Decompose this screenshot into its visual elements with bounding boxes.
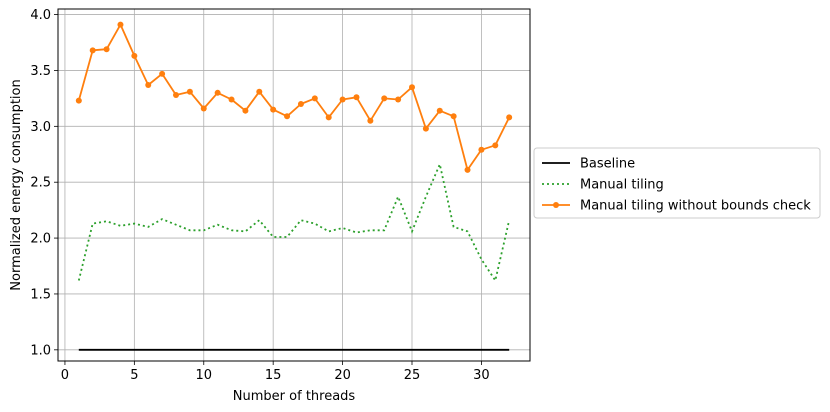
data-point-manual-tiling-without-bounds-check	[270, 106, 277, 113]
data-point-manual-tiling-without-bounds-check	[228, 96, 235, 103]
legend-label-manual-tiling: Manual tiling	[580, 178, 664, 193]
data-point-manual-tiling-without-bounds-check	[422, 125, 429, 132]
y-tick-label: 1.0	[30, 343, 51, 358]
y-axis-label: Normalized energy consumption	[9, 79, 24, 290]
data-point-manual-tiling-without-bounds-check	[436, 107, 443, 114]
data-point-manual-tiling-without-bounds-check	[506, 114, 513, 121]
data-point-manual-tiling-without-bounds-check	[103, 46, 110, 53]
data-point-manual-tiling-without-bounds-check	[256, 88, 263, 95]
y-tick-label: 3.5	[30, 64, 51, 79]
x-tick-label: 30	[473, 368, 490, 383]
y-tick-label: 2.5	[30, 176, 51, 191]
data-point-manual-tiling-without-bounds-check	[311, 95, 318, 102]
data-point-manual-tiling-without-bounds-check	[492, 142, 499, 149]
data-point-manual-tiling-without-bounds-check	[173, 92, 179, 99]
data-point-manual-tiling-without-bounds-check	[145, 81, 152, 88]
data-point-manual-tiling-without-bounds-check	[297, 100, 304, 107]
y-tick-label: 1.5	[30, 287, 51, 302]
data-point-manual-tiling-without-bounds-check	[131, 52, 138, 59]
legend-marker-manual-tiling-without-bounds-check	[553, 202, 559, 208]
ticks: 0 5 10 15 20 25 30 1.0 1.5 2.0 2.5 3.0 3.5 4.0	[30, 8, 489, 383]
data-point-manual-tiling-without-bounds-check	[339, 96, 346, 103]
data-point-manual-tiling-without-bounds-check	[200, 105, 207, 112]
x-tick-label: 10	[195, 368, 212, 383]
data-point-manual-tiling-without-bounds-check	[186, 88, 193, 95]
data-point-manual-tiling-without-bounds-check	[89, 47, 96, 54]
x-axis-label: Number of threads	[233, 389, 356, 404]
y-tick-label: 2.0	[30, 232, 51, 247]
data-point-manual-tiling-without-bounds-check	[159, 70, 166, 77]
data-point-manual-tiling-without-bounds-check	[409, 84, 415, 91]
data-point-manual-tiling-without-bounds-check	[75, 97, 82, 104]
data-point-manual-tiling-without-bounds-check	[381, 95, 388, 102]
data-point-manual-tiling-without-bounds-check	[117, 21, 124, 28]
series-layer	[75, 21, 513, 351]
x-tick-label: 20	[334, 368, 351, 383]
data-point-manual-tiling-without-bounds-check	[353, 94, 360, 101]
legend-box	[533, 147, 821, 219]
data-point-manual-tiling-without-bounds-check	[242, 107, 249, 114]
legend-label-manual-tiling-without-bounds-check: Manual tiling without bounds check	[580, 199, 811, 214]
x-tick-label: 15	[265, 368, 282, 383]
data-point-manual-tiling-without-bounds-check	[395, 96, 402, 103]
legend: Baseline Manual tiling Manual tiling witho…	[533, 147, 821, 219]
x-tick-label: 25	[404, 368, 421, 383]
data-point-manual-tiling-without-bounds-check	[367, 117, 374, 124]
x-tick-label: 0	[61, 368, 69, 383]
data-point-manual-tiling-without-bounds-check	[450, 113, 457, 120]
y-tick-label: 3.0	[30, 120, 51, 135]
data-point-manual-tiling-without-bounds-check	[284, 113, 291, 120]
y-tick-label: 4.0	[30, 8, 51, 23]
plot-frame	[57, 8, 531, 362]
data-point-manual-tiling-without-bounds-check	[325, 114, 332, 121]
x-tick-label: 5	[130, 368, 138, 383]
legend-label-baseline: Baseline	[580, 157, 635, 172]
data-point-manual-tiling-without-bounds-check	[464, 166, 471, 173]
data-point-manual-tiling-without-bounds-check	[214, 89, 221, 96]
data-point-manual-tiling-without-bounds-check	[478, 146, 485, 153]
